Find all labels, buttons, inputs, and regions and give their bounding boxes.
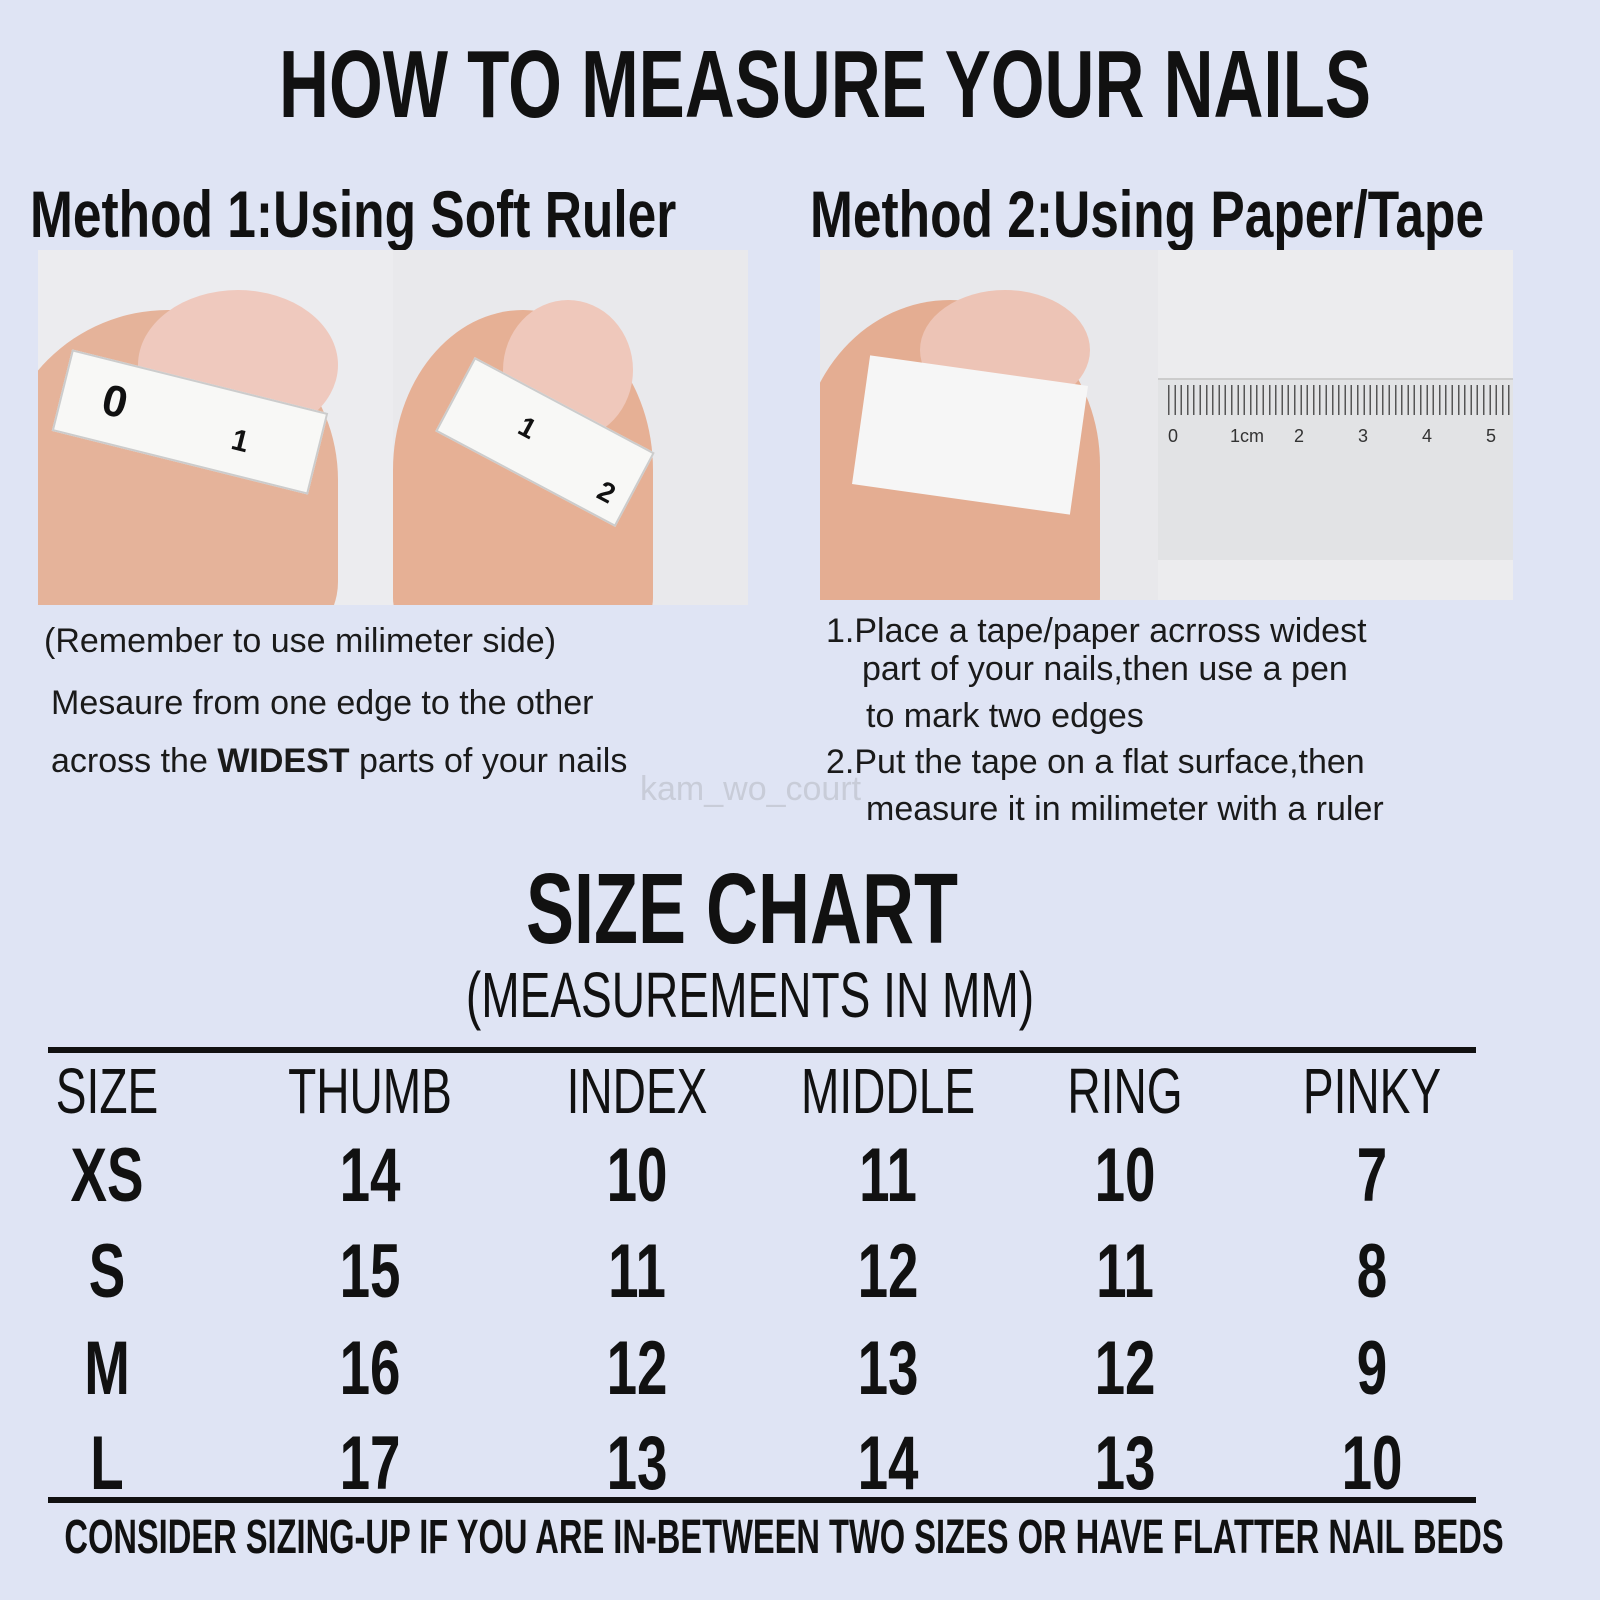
table-cell: 13: [857, 1326, 919, 1411]
column-header: PINKY: [1302, 1055, 1442, 1127]
soft-ruler-photo-2: 1 2: [393, 250, 748, 605]
table-cell: 7: [1356, 1133, 1388, 1218]
method2-step1-line1: 1.Place a tape/paper acrross widest: [826, 612, 1367, 650]
size-label: M: [84, 1326, 130, 1411]
table-cell: 15: [339, 1229, 401, 1314]
method1-line2: across the WIDEST parts of your nails: [51, 742, 628, 780]
table-cell: 14: [857, 1421, 919, 1506]
method1-line1: Mesaure from one edge to the other: [51, 684, 594, 722]
sizing-footer: CONSIDER SIZING-UP IF YOU ARE IN-BETWEEN…: [64, 1511, 1504, 1564]
method2-heading: Method 2:Using Paper/Tape: [810, 177, 1485, 251]
ruler-photo: 0 1cm 2 3 4 5: [1158, 250, 1513, 600]
column-header: SIZE: [55, 1055, 159, 1127]
table-cell: 11: [859, 1133, 917, 1218]
table-cell: 13: [1094, 1421, 1156, 1506]
table-cell: 10: [1341, 1421, 1403, 1506]
column-header: RING: [1067, 1055, 1183, 1127]
method2-step1-line2: part of your nails,then use a pen: [862, 650, 1348, 688]
size-chart-subtitle: (MEASUREMENTS IN MM): [465, 959, 1035, 1031]
method2-step2-line1: 2.Put the tape on a flat surface,then: [826, 743, 1365, 781]
soft-ruler-photo-1: 0 1: [38, 250, 393, 605]
table-cell: 9: [1356, 1326, 1388, 1411]
table-cell: 12: [1094, 1326, 1156, 1411]
table-cell: 14: [339, 1133, 401, 1218]
method2-step1-line3: to mark two edges: [866, 697, 1144, 735]
column-header: INDEX: [566, 1055, 708, 1127]
size-label: L: [90, 1421, 124, 1506]
table-cell: 10: [606, 1133, 668, 1218]
table-cell: 11: [1096, 1229, 1154, 1314]
size-chart-title: SIZE CHART: [526, 853, 958, 965]
table-cell: 16: [339, 1326, 401, 1411]
method1-note: (Remember to use milimeter side): [44, 622, 557, 660]
table-cell: 11: [608, 1229, 666, 1314]
paper-tape-photo: [820, 250, 1158, 600]
page-title: HOW TO MEASURE YOUR NAILS: [279, 31, 1371, 138]
table-cell: 13: [606, 1421, 668, 1506]
table-cell: 8: [1356, 1229, 1388, 1314]
method2-step2-line2: measure it in milimeter with a ruler: [866, 790, 1384, 828]
method1-heading: Method 1:Using Soft Ruler: [30, 177, 677, 251]
table-cell: 10: [1094, 1133, 1156, 1218]
size-label: XS: [70, 1133, 144, 1218]
column-header: MIDDLE: [800, 1055, 976, 1127]
watermark: kam_wo_court: [640, 770, 862, 808]
table-bottom-rule: [48, 1497, 1476, 1503]
table-cell: 12: [857, 1229, 919, 1314]
table-cell: 17: [339, 1421, 401, 1506]
size-label: S: [88, 1229, 126, 1314]
table-cell: 12: [606, 1326, 668, 1411]
column-header: THUMB: [288, 1055, 452, 1127]
table-top-rule: [48, 1047, 1476, 1053]
